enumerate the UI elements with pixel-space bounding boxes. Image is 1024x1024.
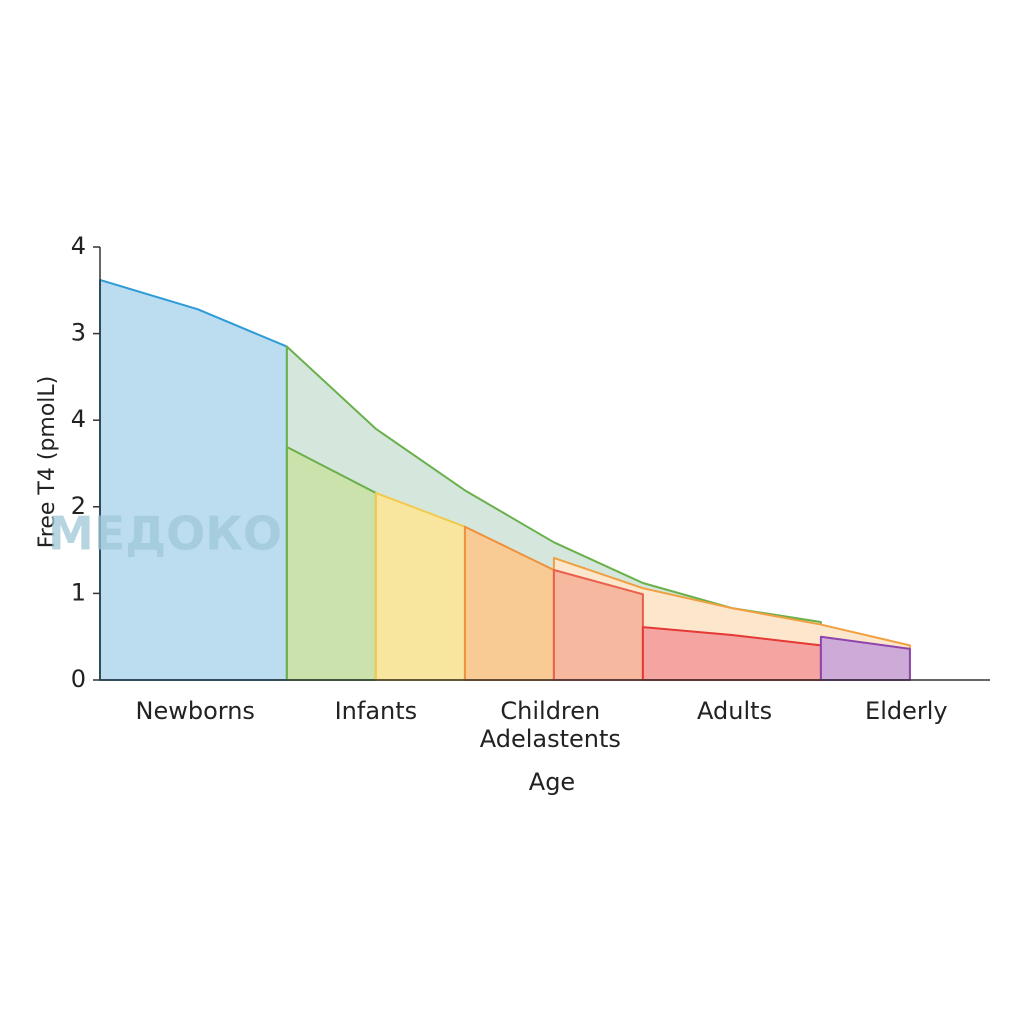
area-fill (374, 491, 466, 681)
x-tick-label: Children Adelastents (479, 697, 621, 753)
y-tick-label: 1 (71, 578, 86, 606)
x-tick-label: Elderly (865, 697, 948, 725)
x-tick-label: Infants (334, 697, 418, 725)
y-tick-label: 3 (71, 319, 86, 347)
areas (99, 278, 911, 681)
y-tick-label: 2 (71, 492, 86, 520)
x-tick-label: Newborns (135, 697, 255, 725)
y-tick-label: 4 (71, 232, 86, 260)
y-tick-label: 0 (71, 665, 86, 693)
y-tick-label: 4 (71, 405, 86, 433)
x-axis-title: Age (529, 768, 575, 796)
y-axis-title: Free T4 (pmolL) (35, 376, 60, 549)
area-fill (99, 278, 288, 681)
x-tick-label: Adults (697, 697, 773, 725)
watermark: МЕДОКО (48, 507, 282, 561)
